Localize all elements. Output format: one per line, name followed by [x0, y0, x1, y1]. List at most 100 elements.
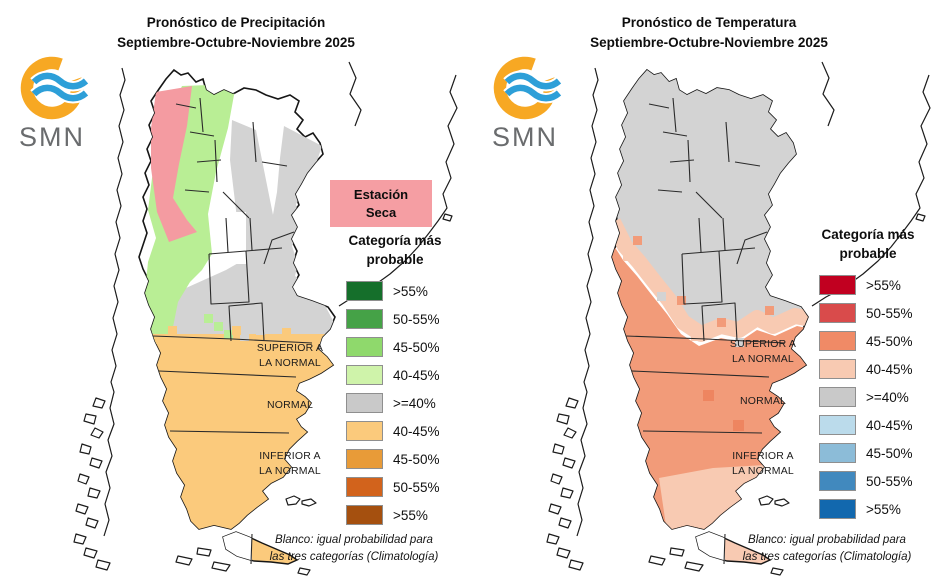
page-title: Pronóstico de Temperatura Septiembre-Oct… — [473, 13, 945, 54]
logo-wave-icon — [504, 72, 562, 90]
legend-item: 45-50% — [819, 443, 913, 463]
map-lines — [546, 61, 931, 576]
coast-islet — [442, 213, 453, 222]
title-line2: Septiembre-Octubre-Noviembre 2025 — [590, 35, 828, 51]
legend-heading: Categoría más probable — [348, 233, 442, 267]
smn-logo: SMN — [492, 56, 563, 152]
legend-temperature: >55% 50-55% 45-50% 40-45% >=40% 40-45% 4… — [819, 275, 913, 519]
legend-item: >55% — [346, 281, 440, 301]
legend-item: 45-50% — [819, 331, 913, 351]
footnote: Blanco: igual probabilidad para las tres… — [269, 534, 439, 563]
title-line2: Septiembre-Octubre-Noviembre 2025 — [117, 35, 355, 51]
chile-archipelago — [546, 397, 784, 576]
legend-label: 45-50% — [393, 451, 440, 467]
legend-swatch — [819, 415, 856, 435]
legend-item: >55% — [819, 275, 913, 295]
legend-label: 50-55% — [866, 473, 913, 489]
legend-swatch — [819, 275, 856, 295]
legend-swatch — [819, 499, 856, 519]
legend-item: 40-45% — [819, 415, 913, 435]
legend-label: 45-50% — [393, 339, 440, 355]
legend-label: 40-45% — [393, 367, 440, 383]
legend-label: 40-45% — [866, 417, 913, 433]
map-lines — [73, 61, 458, 576]
coast-islet — [915, 213, 926, 222]
region-climatology-white — [212, 212, 246, 264]
legend-swatch — [819, 303, 856, 323]
region-normal-north — [612, 70, 808, 332]
legend-swatch — [819, 443, 856, 463]
legend-item: 40-45% — [819, 359, 913, 379]
legend-item: 50-55% — [819, 303, 913, 323]
title-line1: Pronóstico de Temperatura — [621, 15, 797, 30]
smn-logo: SMN — [19, 56, 90, 152]
legend-label: 45-50% — [866, 333, 913, 349]
legend-item: 45-50% — [346, 449, 440, 469]
legend-swatch — [346, 421, 383, 441]
province-borders — [152, 97, 313, 565]
logo-wave-icon — [31, 84, 89, 102]
logo-wave-icon — [31, 72, 89, 90]
category-inferior: INFERIOR A LA NORMAL — [732, 450, 794, 477]
malvinas-islands — [285, 495, 317, 507]
legend-item: >55% — [346, 505, 440, 525]
legend-item: 50-55% — [819, 471, 913, 491]
legend-swatch — [346, 393, 383, 413]
legend-swatch — [819, 471, 856, 491]
legend-label: >55% — [866, 277, 901, 293]
legend-swatch — [346, 337, 383, 357]
argentina-map-temperature — [546, 61, 931, 576]
paraguay-border — [821, 61, 835, 127]
chile-archipelago — [73, 397, 311, 576]
category-normal: NORMAL — [266, 399, 314, 411]
legend-label: 45-50% — [866, 445, 913, 461]
legend-item: >=40% — [346, 393, 440, 413]
dry-season-label: Estación Seca — [330, 180, 432, 227]
logo-wave-icon — [504, 84, 562, 102]
malvinas-islands — [758, 495, 790, 507]
legend-swatch — [819, 331, 856, 351]
legend-label: >55% — [393, 283, 428, 299]
legend-swatch — [346, 477, 383, 497]
legend-label: 50-55% — [393, 311, 440, 327]
pixel-texture — [623, 236, 774, 431]
region-above-normal-light-band — [612, 218, 808, 342]
category-normal: NORMAL — [739, 395, 787, 407]
legend-label: >=40% — [866, 389, 909, 405]
chile-coastline — [576, 67, 599, 537]
legend-item: >=40% — [819, 387, 913, 407]
legend-label: >55% — [866, 501, 901, 517]
chile-coastline — [103, 67, 126, 537]
legend-item: >55% — [819, 499, 913, 519]
legend-swatch — [346, 365, 383, 385]
legend-item: 40-45% — [346, 365, 440, 385]
category-superior: SUPERIOR A LA NORMAL — [729, 338, 797, 365]
legend-item: 50-55% — [346, 309, 440, 329]
category-superior: SUPERIOR A LA NORMAL — [256, 342, 324, 369]
logo-text: SMN — [492, 122, 558, 152]
legend-label: >55% — [393, 507, 428, 523]
legend-item: 40-45% — [346, 421, 440, 441]
province-borders — [625, 97, 786, 565]
legend-heading: Categoría más probable — [821, 227, 915, 261]
legend-swatch — [819, 387, 856, 407]
legend-item: 45-50% — [346, 337, 440, 357]
legend-swatch — [346, 281, 383, 301]
paraguay-border — [348, 61, 362, 127]
pixel-texture — [168, 314, 291, 341]
footnote: Blanco: igual probabilidad para las tres… — [742, 534, 912, 563]
category-inferior: INFERIOR A LA NORMAL — [259, 450, 321, 477]
legend-swatch — [346, 449, 383, 469]
legend-label: 50-55% — [866, 305, 913, 321]
legend-label: 40-45% — [866, 361, 913, 377]
neighbor-coastline — [811, 74, 931, 307]
panel-temperature: Pronóstico de Temperatura Septiembre-Oct… — [473, 0, 945, 585]
page-title: Pronóstico de Precipitación Septiembre-O… — [0, 13, 472, 54]
legend-swatch — [819, 359, 856, 379]
argentina-map-precipitation — [73, 61, 458, 576]
legend-label: 40-45% — [393, 423, 440, 439]
legend-label: >=40% — [393, 395, 436, 411]
title-line1: Pronóstico de Precipitación — [146, 15, 326, 30]
legend-item: 50-55% — [346, 477, 440, 497]
